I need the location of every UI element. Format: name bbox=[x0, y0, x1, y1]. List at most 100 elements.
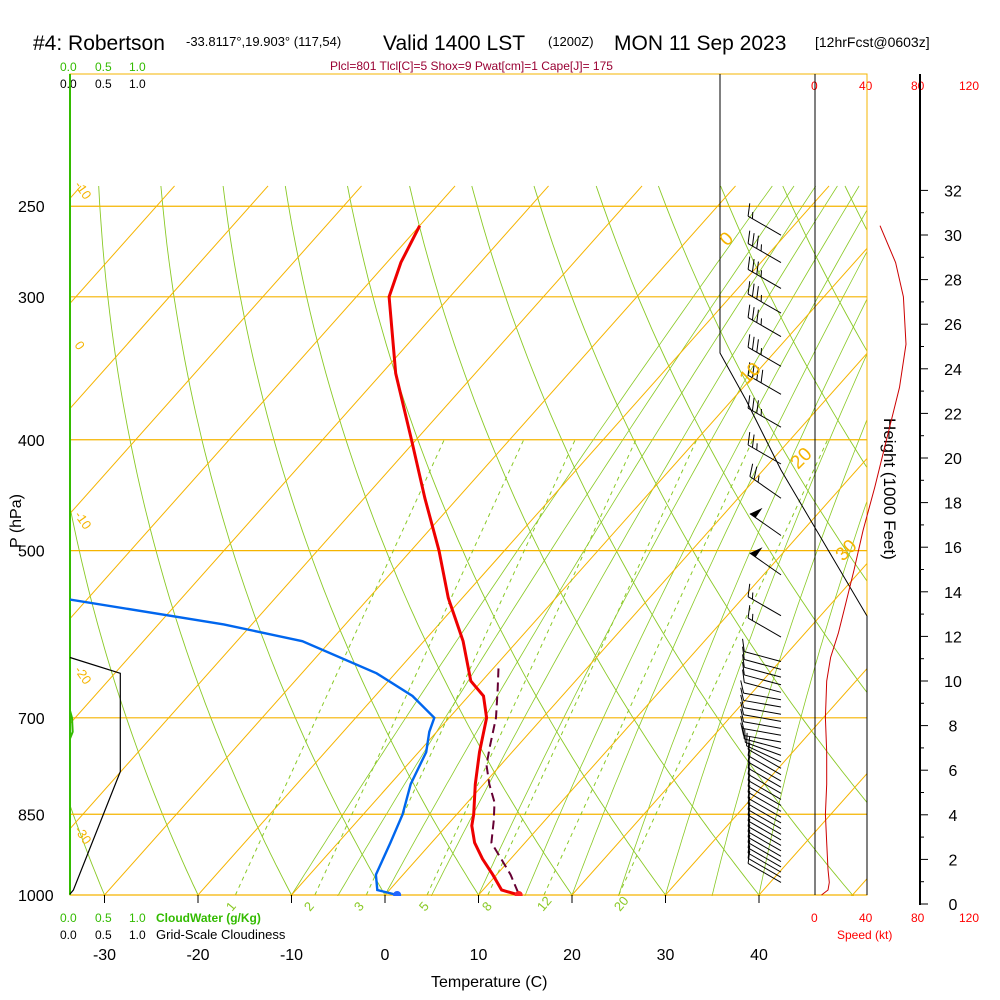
wind-barb-feather bbox=[756, 235, 759, 249]
wind-barb bbox=[742, 725, 782, 750]
wind-barb bbox=[749, 463, 782, 499]
wind-barb-feather bbox=[751, 397, 755, 411]
forecast-run: [12hrFcst@0603z] bbox=[815, 34, 930, 50]
dry-adiabat-line bbox=[657, 185, 867, 582]
isotherms-layer bbox=[70, 185, 1000, 919]
isotherm-line bbox=[924, 186, 1000, 919]
wind-barb bbox=[747, 334, 782, 367]
isotherm-line bbox=[196, 185, 830, 896]
isotherm-line bbox=[102, 185, 736, 896]
height-tick-label: 32 bbox=[944, 183, 962, 200]
wind-barb-feather bbox=[749, 463, 754, 477]
wind-barb-feather bbox=[751, 307, 755, 321]
wind-barb-staff bbox=[749, 476, 782, 499]
wind-barb-staff bbox=[747, 317, 782, 338]
wind-barb-pennant bbox=[749, 547, 763, 558]
temperature-tick-label: 20 bbox=[563, 947, 581, 964]
dry-adiabat-line bbox=[284, 185, 574, 896]
wind-barb bbox=[747, 304, 782, 338]
cloudiness-line bbox=[69, 656, 121, 895]
wind-barb-staff bbox=[747, 842, 782, 863]
height-tick-label: 10 bbox=[944, 674, 962, 691]
cloudwater-scale-top-2: 1.0 bbox=[129, 60, 146, 74]
wind-barb-feather bbox=[747, 767, 751, 781]
wind-barb-feather bbox=[756, 400, 759, 414]
wind-barb bbox=[742, 669, 782, 693]
height-tick-label: 28 bbox=[944, 273, 962, 290]
isotherm-line bbox=[570, 562, 867, 896]
wind-barb-staff bbox=[747, 269, 782, 289]
cloudwater-scale-top-1: 0.5 bbox=[95, 60, 112, 74]
height-tick-label: 12 bbox=[944, 629, 962, 646]
height-tick-label: 0 bbox=[949, 897, 958, 914]
bottom-scales: 0.0 0.5 1.0 CloudWater (g/Kg) 0.0 0.5 1.… bbox=[60, 911, 979, 942]
wind-barb-staff bbox=[747, 773, 782, 794]
wind-barb bbox=[740, 715, 782, 736]
wind-barb-feather bbox=[756, 286, 759, 300]
temperature-tick-label: 30 bbox=[657, 947, 675, 964]
pressure-tick-label: 1000 bbox=[18, 888, 54, 905]
wind-barb-feather bbox=[747, 850, 751, 864]
wind-barb bbox=[747, 755, 782, 788]
speed-scale-bottom-0: 0 bbox=[811, 911, 818, 925]
wind-barb-feather bbox=[751, 233, 755, 247]
wind-barb-feather bbox=[747, 203, 751, 217]
moist-adiabat-line bbox=[664, 353, 867, 896]
surface-dewpoint-point bbox=[393, 891, 402, 896]
wind-barb-staff bbox=[747, 820, 782, 841]
wind-barb-staff bbox=[747, 862, 782, 883]
wind-barb bbox=[747, 230, 782, 263]
dry-adiabat-line bbox=[969, 186, 1000, 919]
wind-barb-staff bbox=[744, 659, 782, 670]
wind-barb-feather bbox=[740, 715, 745, 729]
height-tick-label: 6 bbox=[949, 763, 958, 780]
wind-barb bbox=[747, 583, 782, 617]
temperature-line bbox=[387, 225, 520, 896]
wind-barb-feather bbox=[742, 725, 745, 739]
cloud-layer bbox=[69, 656, 121, 895]
isotherm-line bbox=[70, 185, 549, 725]
wind-barb-staff bbox=[747, 847, 782, 868]
wind-barb-feather bbox=[740, 694, 745, 708]
mixing-ratio-label: 5 bbox=[416, 899, 432, 914]
forecast-date: MON 11 Sep 2023 bbox=[614, 32, 786, 55]
utc-time: (1200Z) bbox=[548, 34, 594, 49]
wind-barb-staff bbox=[747, 814, 782, 835]
mixing-ratio-line bbox=[487, 439, 698, 896]
height-tick-label: 18 bbox=[944, 496, 962, 513]
wind-barb bbox=[749, 547, 782, 576]
moist-adiabat-line bbox=[337, 185, 795, 896]
wind-barb-feather bbox=[742, 638, 745, 652]
wind-barb-staff bbox=[744, 738, 782, 750]
isotherm-label: -20 bbox=[72, 663, 95, 687]
wind-barb-staff bbox=[743, 699, 782, 708]
isotherm-label: 20 bbox=[787, 444, 817, 474]
dry-adiabat-line bbox=[409, 185, 761, 896]
wind-barb-staff bbox=[747, 596, 782, 617]
wind-barb-feather bbox=[740, 687, 745, 701]
dry-adiabat-line bbox=[222, 185, 480, 896]
wind-barb-staff bbox=[747, 374, 782, 395]
wind-barb bbox=[744, 729, 782, 756]
moist-adiabat-line bbox=[430, 185, 838, 896]
wind-barb-staff bbox=[747, 831, 782, 852]
pressure-tick-label: 400 bbox=[18, 433, 45, 450]
wind-barb-feather bbox=[740, 722, 745, 736]
isotherm-line bbox=[383, 352, 867, 896]
wind-barb-feather bbox=[747, 362, 751, 376]
mixing-ratio-label: 3 bbox=[351, 899, 367, 914]
wind-barb-feather bbox=[742, 669, 745, 683]
speed-scale-top-2: 80 bbox=[911, 79, 925, 93]
wind-barb-feather bbox=[747, 304, 751, 318]
wind-barb-staff bbox=[743, 692, 782, 701]
wind-barb-staff bbox=[747, 215, 782, 236]
wind-barb-feather bbox=[753, 466, 758, 480]
mixing-ratio-label: 2 bbox=[301, 899, 317, 914]
height-axis-label: Height (1000 Feet) bbox=[880, 418, 899, 560]
wind-barb-feather bbox=[747, 281, 751, 295]
wind-barb-feather bbox=[742, 661, 745, 676]
pressure-tick-label: 300 bbox=[18, 290, 45, 307]
cloudiness-scale-top-0: 0.0 bbox=[60, 77, 77, 91]
wind-barb bbox=[740, 694, 782, 715]
